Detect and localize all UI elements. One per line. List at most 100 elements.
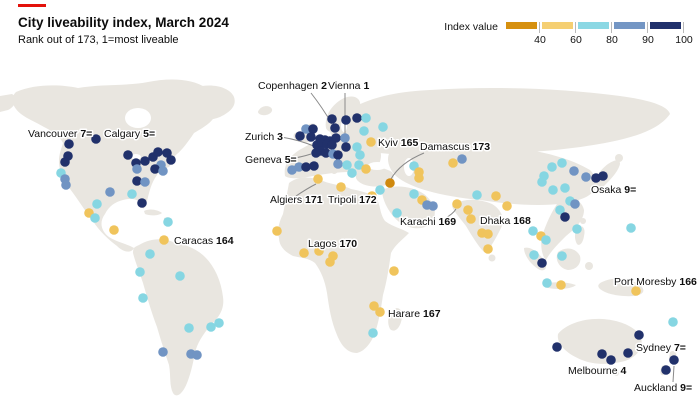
city-dot [361,113,371,123]
city-label: Caracas 164 [174,235,234,247]
city-dot [132,176,142,186]
leader-line [288,153,312,160]
city-dot [347,168,357,178]
legend-band: 100 [650,22,693,46]
city-dot [626,223,636,233]
city-dot [414,173,424,183]
legend-tick-mark [539,22,540,33]
city-label: Tripoli 172 [328,194,377,206]
city-dot [352,113,362,123]
city-dot [457,154,467,164]
city-dot [166,155,176,165]
city-dot [301,162,311,172]
city-dot [123,150,133,160]
city-dot [547,162,557,172]
city-dot [557,158,567,168]
city-dot [327,140,337,150]
legend-swatch [506,22,537,29]
city-dot [491,191,501,201]
city-dot [314,246,324,256]
city-dot [572,224,582,234]
legend-band: 90 [614,22,654,46]
legend-tick-value: 60 [570,34,582,46]
city-dot [137,198,147,208]
city-dot [463,205,473,215]
city-dot [369,301,379,311]
city-dot [597,349,607,359]
city-dot [472,190,482,200]
city-dot [313,174,323,184]
city-dot [91,134,101,144]
city-label: Sydney 7= [636,342,686,354]
city-dot [331,133,341,143]
legend-label: Index value [444,21,498,33]
city-dot [321,148,331,158]
city-dot [389,266,399,276]
city-dot [409,189,419,199]
city-dot [529,250,539,260]
city-dot [109,225,119,235]
city-label: Auckland 9= [634,382,692,394]
city-dot [309,161,319,171]
legend-tick-value: 90 [642,34,654,46]
leader-line [295,183,317,197]
header: City liveability index, March 2024 Rank … [18,4,229,46]
city-dot [158,347,168,357]
city-dot [138,293,148,303]
city-dot [341,115,351,125]
city-label: Kyiv 165 [378,137,418,149]
legend-tick-mark [683,22,684,33]
page-subtitle: Rank out of 173, 1=most liveable [18,34,179,46]
legend-tick-value: 100 [675,34,693,46]
city-dot [570,199,580,209]
city-dot [330,123,340,133]
legend-swatch [542,22,573,29]
city-dot [537,177,547,187]
city-dot [158,166,168,176]
city-dot [378,122,388,132]
legend-swatch [650,22,681,29]
city-dot [184,323,194,333]
city-dot [135,267,145,277]
city-dot [333,150,343,160]
city-dot [541,235,551,245]
city-label: Algiers 171 [270,194,323,206]
leader-line [672,365,675,383]
city-label: Vancouver 7= [28,128,92,140]
city-dot [295,131,305,141]
continent-south-america [133,239,224,396]
continent-australia [557,318,642,364]
legend-bands: 40 60 80 90 100 [506,22,693,46]
city-dot [327,114,337,124]
city-dot [623,348,633,358]
city-dot [64,139,74,149]
city-label: Copenhagen 2 [258,80,327,92]
city-dot [140,177,150,187]
city-dot [537,258,547,268]
city-dot [569,166,579,176]
city-dot [175,271,185,281]
city-label: Osaka 9= [591,184,636,196]
city-dot [556,280,566,290]
city-dot [192,350,202,360]
legend-tick-mark [575,22,576,33]
legend-tick-value: 40 [534,34,546,46]
city-dot [606,355,616,365]
city-dot [340,133,350,143]
legend-tick-mark [647,22,648,33]
legend-tick-value: 80 [606,34,618,46]
legend-swatch [614,22,645,29]
city-dot [502,201,512,211]
city-label: Lagos 170 [308,238,357,250]
red-accent-bar [18,4,46,7]
legend-band: 40 [506,22,546,46]
city-dot [333,159,343,169]
city-dot [668,317,678,327]
city-dot [548,185,558,195]
city-dot [528,226,538,236]
city-dot [555,205,565,215]
city-dot [60,157,70,167]
city-dot [367,191,377,201]
city-dot [631,286,641,296]
